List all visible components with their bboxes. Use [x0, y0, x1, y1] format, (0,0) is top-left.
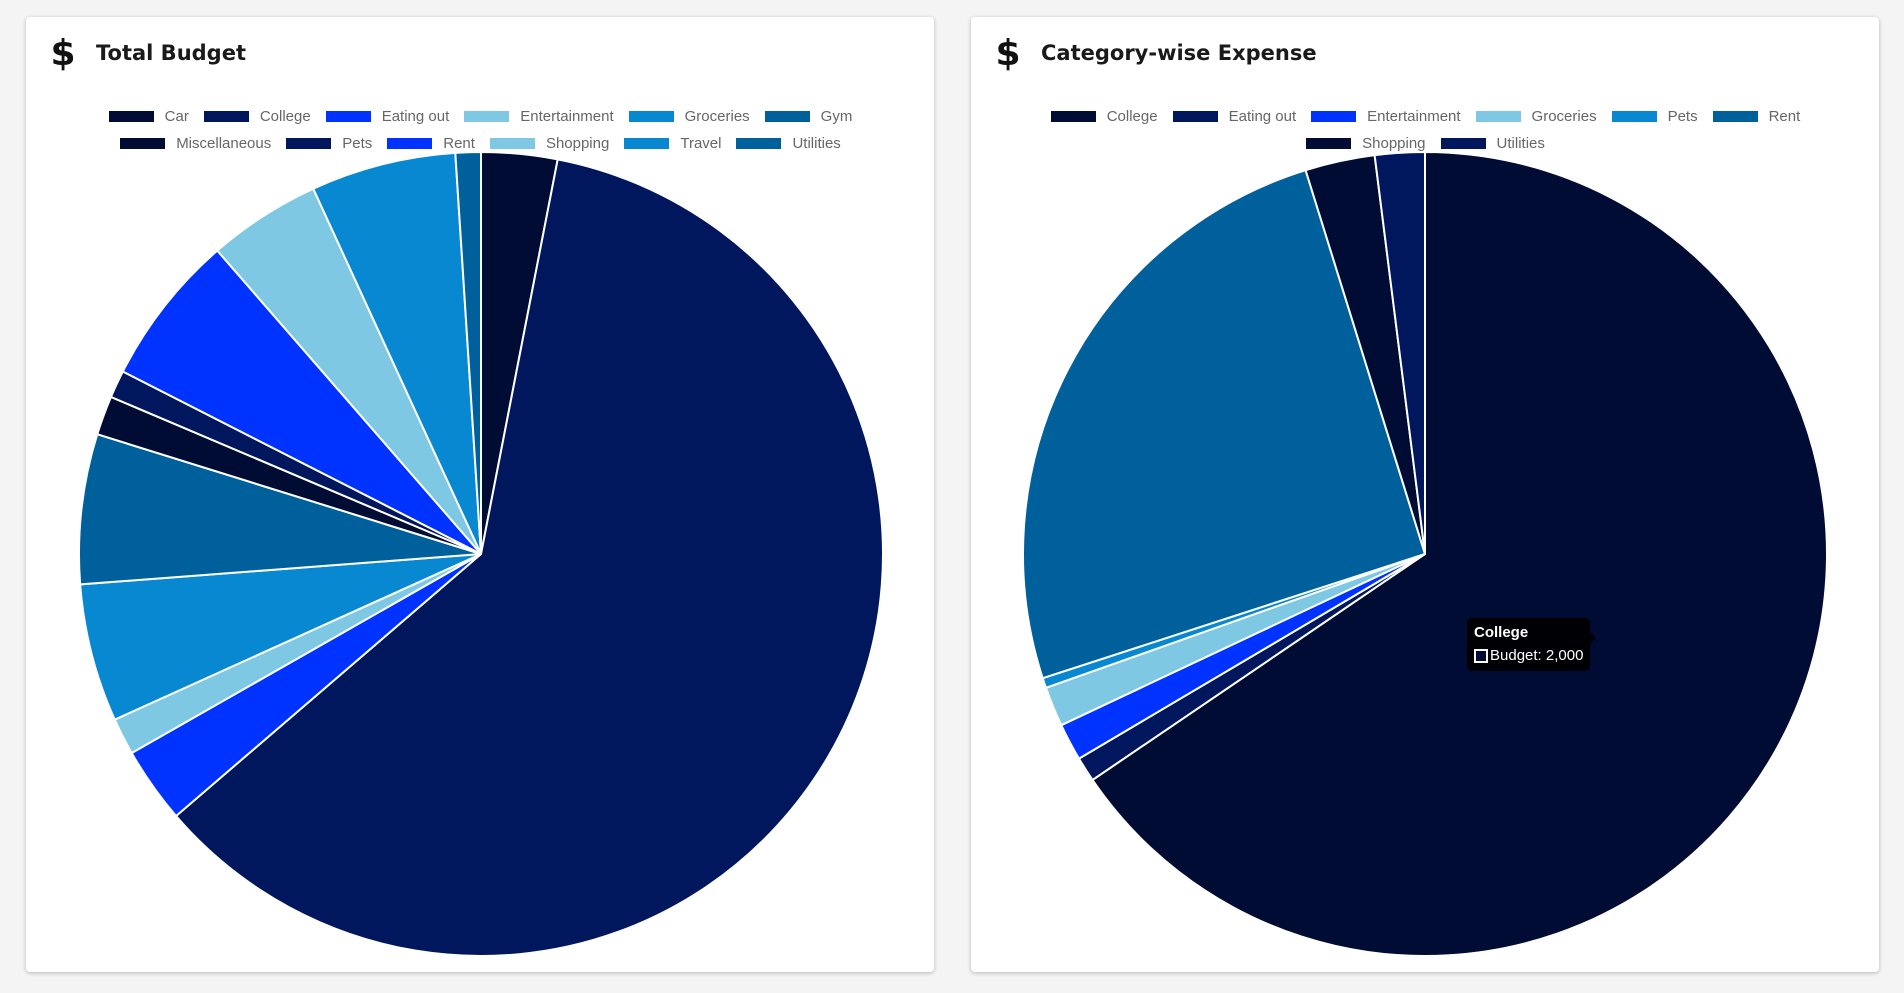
chart-legend: College Eating out Entertainment Groceries P… — [1031, 106, 1819, 154]
legend-label: Eating out — [381, 108, 450, 125]
legend-swatch — [623, 137, 671, 150]
legend-swatch — [202, 110, 250, 123]
legend-item[interactable]: Groceries — [1474, 106, 1597, 127]
legend-item[interactable]: Utilities — [1439, 133, 1545, 154]
legend-item[interactable]: Eating out — [324, 106, 450, 127]
legend-item[interactable]: Eating out — [1171, 106, 1297, 127]
legend-swatch — [1474, 110, 1522, 123]
legend-item[interactable]: Gym — [763, 106, 853, 127]
legend-item[interactable]: Pets — [285, 133, 372, 154]
legend-swatch — [1049, 110, 1097, 123]
legend-swatch — [1310, 110, 1358, 123]
pie-slice-groceries[interactable] — [79, 553, 482, 721]
legend-item[interactable]: Entertainment — [1310, 106, 1461, 127]
legend-item[interactable]: Groceries — [627, 106, 750, 127]
legend-label: Entertainment — [520, 108, 614, 125]
legend-swatch — [735, 137, 783, 150]
legend-item[interactable]: Shopping — [488, 133, 610, 154]
legend-label: Shopping — [545, 135, 610, 152]
legend-item[interactable]: Car — [107, 106, 189, 127]
legend-label: Travel — [680, 135, 722, 152]
legend-swatch — [285, 137, 333, 150]
chart-legend: Car College Eating out Entertainment Groceri… — [86, 106, 874, 154]
legend-swatch — [463, 110, 511, 123]
legend-swatch — [119, 137, 167, 150]
pie-slice-utilities[interactable] — [454, 150, 482, 555]
legend-label: College — [259, 108, 311, 125]
legend-label: Groceries — [684, 108, 750, 125]
legend-item[interactable]: Pets — [1610, 106, 1698, 127]
legend-label: Utilities — [792, 135, 841, 152]
legend-label: Eating out — [1228, 108, 1297, 125]
legend-item[interactable]: College — [202, 106, 311, 127]
chart-tooltip: College Budget: 2,000 — [1467, 618, 1597, 671]
legend-label: Shopping — [1362, 135, 1426, 152]
legend-label: Car — [164, 108, 189, 125]
legend-item[interactable]: Rent — [1711, 106, 1801, 127]
legend-label: College — [1106, 108, 1158, 125]
pie-slice-college[interactable] — [1091, 150, 1828, 957]
tooltip-label: Budget: 2,000 — [1490, 647, 1584, 664]
legend-item[interactable]: Utilities — [735, 133, 841, 154]
pie-slice-gym[interactable] — [78, 432, 482, 586]
tooltip-body: Budget: 2,000 — [1474, 647, 1583, 664]
legend-label: Groceries — [1531, 108, 1597, 125]
dollar-icon: $ — [50, 32, 76, 74]
legend-label: Miscellaneous — [176, 135, 272, 152]
legend-swatch — [1305, 137, 1353, 150]
legend-label: Pets — [342, 135, 373, 152]
legend-label: Utilities — [1496, 135, 1545, 152]
legend-swatch — [1711, 110, 1759, 123]
legend-label: Gym — [820, 108, 853, 125]
legend-swatch — [107, 110, 155, 123]
tooltip-title: College — [1474, 624, 1529, 641]
pie-slice-college[interactable] — [174, 158, 884, 957]
category-expense-card: $ Category-wise Expense College Eating ou… — [971, 17, 1879, 972]
legend-swatch — [627, 110, 675, 123]
legend-label: Rent — [443, 135, 475, 152]
dollar-icon: $ — [995, 32, 1021, 74]
legend-label: Rent — [1768, 108, 1801, 125]
card-title: Category-wise Expense — [1041, 41, 1317, 65]
legend-swatch — [1610, 110, 1658, 123]
total-budget-card: $ Total Budget Car College Eating out Enter… — [26, 17, 934, 972]
legend-item[interactable]: Shopping — [1305, 133, 1426, 154]
legend-swatch — [386, 137, 434, 150]
pie-slice-utilities[interactable] — [1373, 150, 1426, 555]
legend-item[interactable]: Travel — [623, 133, 721, 154]
legend-swatch — [488, 137, 536, 150]
legend-item[interactable]: Miscellaneous — [119, 133, 271, 154]
total-budget-pie-chart — [78, 150, 884, 957]
card-header: $ Category-wise Expense — [995, 31, 1317, 75]
tooltip-swatch — [1474, 648, 1488, 663]
card-title: Total Budget — [96, 41, 246, 65]
legend-item[interactable]: Rent — [386, 133, 475, 154]
pie-slice-travel[interactable] — [311, 151, 482, 555]
legend-swatch — [1439, 137, 1487, 150]
legend-swatch — [763, 110, 811, 123]
pie-slice-rent[interactable] — [1022, 168, 1427, 680]
legend-swatch — [324, 110, 372, 123]
legend-item[interactable]: College — [1049, 106, 1158, 127]
category-expense-pie-chart — [1022, 150, 1828, 957]
legend-item[interactable]: Entertainment — [463, 106, 614, 127]
card-header: $ Total Budget — [50, 31, 246, 75]
legend-swatch — [1171, 110, 1219, 123]
pie-slice-rent[interactable] — [121, 249, 482, 555]
legend-label: Entertainment — [1367, 108, 1461, 125]
legend-label: Pets — [1667, 108, 1698, 125]
